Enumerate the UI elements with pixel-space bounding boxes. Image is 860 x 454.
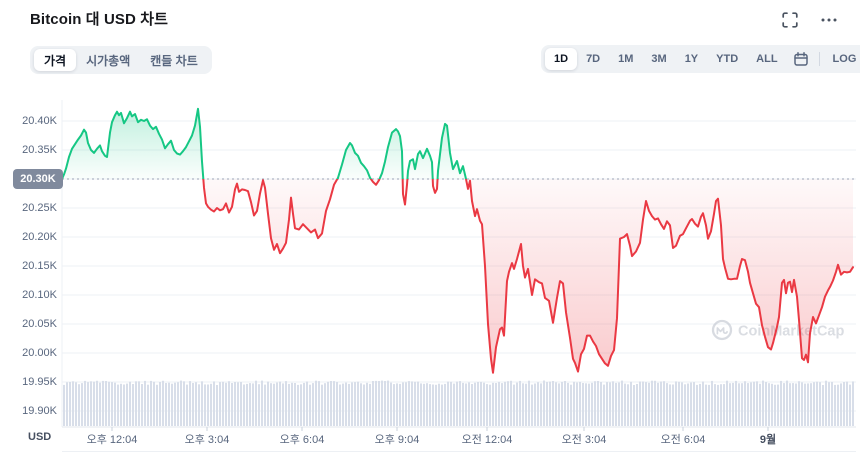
range-1y[interactable]: 1Y — [676, 48, 707, 70]
range-1d[interactable]: 1D — [545, 48, 578, 70]
x-axis-label: 오후 3:04 — [184, 434, 230, 446]
calendar-icon[interactable] — [787, 52, 815, 66]
x-axis-label: 오전 6:04 — [660, 434, 706, 446]
date-range-tabs: 1D 7D 1M 3M 1Y YTD ALL LOG — [541, 45, 860, 73]
x-axis-label: 오후 12:04 — [86, 434, 138, 446]
currency-label: USD — [28, 431, 52, 443]
chart-title: Bitcoin 대 USD 차트 — [30, 11, 169, 28]
y-axis-label: 20.25K — [22, 202, 57, 214]
x-axis-label: 오후 6:04 — [279, 434, 325, 446]
range-1m[interactable]: 1M — [609, 48, 642, 70]
y-axis-label: 20.15K — [22, 260, 57, 272]
more-options-icon[interactable] — [818, 10, 840, 30]
y-axis-label: 19.90K — [22, 405, 57, 417]
y-axis-label: 19.95K — [22, 376, 57, 388]
watermark-logo: CoinMarketCap — [711, 319, 844, 341]
fullscreen-icon[interactable] — [780, 10, 800, 30]
chart-type-tabs: 가격 시가총액 캔들 차트 — [30, 46, 212, 74]
header-actions — [780, 10, 840, 30]
x-axis-label: 오후 9:04 — [374, 434, 420, 446]
range-all[interactable]: ALL — [747, 48, 786, 70]
x-axis-label: 9월 — [759, 434, 777, 446]
y-axis-label: 20.20K — [22, 231, 57, 243]
tab-candle-chart[interactable]: 캔들 차트 — [140, 49, 208, 71]
svg-text:CoinMarketCap: CoinMarketCap — [738, 324, 844, 340]
baseline-price-badge: 20.30K — [13, 169, 63, 189]
range-ytd[interactable]: YTD — [707, 48, 747, 70]
tab-price[interactable]: 가격 — [34, 49, 77, 71]
divider — [818, 52, 820, 66]
y-axis-label: 20.00K — [22, 347, 57, 359]
y-axis-label: 20.35K — [22, 144, 57, 156]
y-axis-label: 20.05K — [22, 318, 57, 330]
range-7d[interactable]: 7D — [577, 48, 609, 70]
range-3m[interactable]: 3M — [642, 48, 675, 70]
y-axis-label: 20.10K — [22, 289, 57, 301]
y-axis-label: 20.40K — [22, 115, 57, 127]
tab-market-cap[interactable]: 시가총액 — [76, 49, 140, 71]
x-axis-label: 오전 12:04 — [461, 434, 513, 446]
x-axis-label: 오전 3:04 — [561, 434, 607, 446]
log-scale-button[interactable]: LOG — [824, 48, 860, 70]
